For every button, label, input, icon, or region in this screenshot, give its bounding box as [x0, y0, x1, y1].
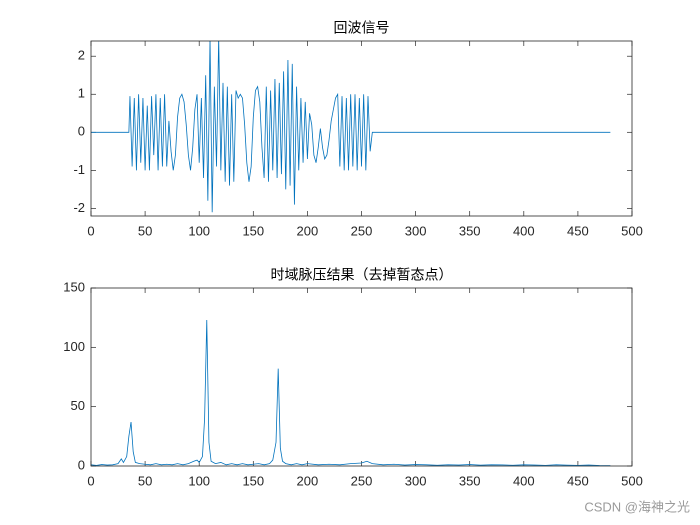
x-tick-label: 150 — [242, 473, 264, 488]
chart-title: 回波信号 — [334, 20, 390, 36]
x-tick-label: 450 — [567, 223, 589, 238]
x-tick-label: 500 — [621, 223, 643, 238]
x-tick-label: 0 — [87, 473, 94, 488]
x-tick-label: 200 — [297, 223, 319, 238]
y-tick-label: 100 — [63, 339, 85, 354]
x-tick-label: 400 — [513, 473, 535, 488]
x-tick-label: 200 — [297, 473, 319, 488]
watermark: CSDN @海神之光 — [584, 499, 690, 514]
x-tick-label: 400 — [513, 223, 535, 238]
x-tick-label: 350 — [459, 473, 481, 488]
x-tick-label: 350 — [459, 223, 481, 238]
x-tick-label: 100 — [188, 473, 210, 488]
axes-box — [90, 287, 633, 467]
axes-box — [90, 40, 633, 217]
x-tick-label: 300 — [405, 223, 427, 238]
x-tick-label: 250 — [351, 223, 373, 238]
x-tick-label: 500 — [621, 473, 643, 488]
y-tick-label: 150 — [63, 279, 85, 294]
chart-title: 时域脉压结果（去掉暂态点） — [271, 267, 453, 283]
data-line — [91, 41, 611, 213]
x-tick-label: 50 — [138, 473, 152, 488]
x-tick-label: 50 — [138, 223, 152, 238]
x-tick-label: 450 — [567, 473, 589, 488]
x-tick-label: 100 — [188, 223, 210, 238]
data-line — [91, 320, 611, 466]
x-tick-label: 250 — [351, 473, 373, 488]
y-tick-label: 0 — [78, 124, 85, 139]
y-tick-label: 0 — [78, 457, 85, 472]
y-tick-label: 2 — [78, 48, 85, 63]
y-tick-label: 1 — [78, 86, 85, 101]
x-tick-label: 150 — [242, 223, 264, 238]
plot-area — [91, 288, 632, 466]
plot-area — [91, 41, 632, 216]
y-tick-label: 50 — [71, 398, 85, 413]
y-tick-label: -2 — [73, 200, 85, 215]
y-tick-label: -1 — [73, 162, 85, 177]
x-tick-label: 0 — [87, 223, 94, 238]
x-tick-label: 300 — [405, 473, 427, 488]
